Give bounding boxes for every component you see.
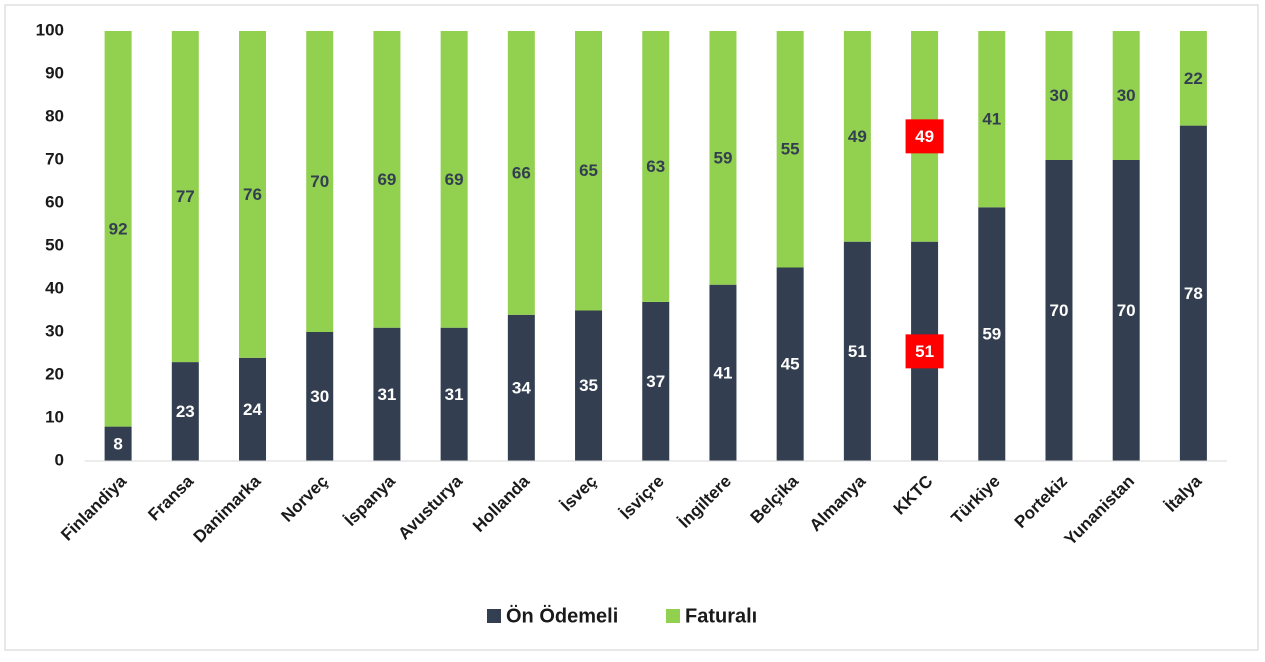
- data-label: 70: [1050, 301, 1069, 320]
- bar-segment: [978, 31, 1006, 208]
- bar-segment: [843, 241, 871, 461]
- bar-segment: [1045, 31, 1073, 160]
- y-tick-label: 20: [45, 364, 64, 383]
- data-label: 49: [848, 127, 867, 146]
- y-tick-label: 100: [36, 20, 64, 39]
- bar-segment: [306, 332, 334, 461]
- data-label: 24: [243, 400, 262, 419]
- data-label: 51: [848, 342, 867, 361]
- data-label: 31: [445, 385, 464, 404]
- data-label: 65: [579, 161, 598, 180]
- bar-segment: [642, 31, 670, 302]
- bar-segment: [373, 327, 401, 461]
- data-label: 41: [713, 363, 732, 382]
- label-highlight: [905, 334, 944, 369]
- y-tick-label: 70: [45, 149, 64, 168]
- bar-segment: [776, 31, 804, 268]
- data-label: 31: [377, 385, 396, 404]
- bar-segment: [440, 31, 468, 328]
- data-label: 49: [915, 127, 934, 146]
- y-tick-label: 90: [45, 63, 64, 82]
- legend-label: Faturalı: [685, 605, 757, 627]
- y-tick-label: 50: [45, 235, 64, 254]
- bar-segment: [306, 31, 334, 332]
- data-label: 45: [781, 355, 800, 374]
- bar-segment: [575, 31, 603, 311]
- bar-segment: [978, 207, 1006, 461]
- data-label: 8: [113, 434, 122, 453]
- data-label: 55: [781, 140, 800, 159]
- data-label: 51: [915, 342, 934, 361]
- data-label: 23: [176, 402, 195, 421]
- bar-segment: [709, 284, 737, 461]
- bar-segment: [1112, 31, 1140, 160]
- data-label: 78: [1184, 284, 1203, 303]
- label-highlight: [905, 119, 944, 154]
- bar-segment: [1112, 160, 1140, 461]
- data-label: 30: [1050, 86, 1069, 105]
- bar-segment: [709, 31, 737, 285]
- bar-segment: [239, 357, 267, 461]
- data-label: 92: [109, 219, 128, 238]
- legend-label: Ön Ödemeli: [506, 604, 618, 627]
- y-tick-label: 30: [45, 321, 64, 340]
- y-tick-label: 60: [45, 192, 64, 211]
- bar-segment: [843, 31, 871, 242]
- data-label: 35: [579, 376, 598, 395]
- data-label: 63: [646, 157, 665, 176]
- bar-segment: [239, 31, 267, 358]
- data-label: 70: [310, 172, 329, 191]
- data-label: 69: [377, 170, 396, 189]
- data-label: 37: [646, 372, 665, 391]
- bar-segment: [507, 31, 535, 315]
- y-tick-label: 40: [45, 278, 64, 297]
- bar-segment: [104, 426, 132, 461]
- bar-segment: [171, 31, 199, 363]
- data-label: 22: [1184, 69, 1203, 88]
- y-tick-label: 0: [55, 450, 64, 469]
- bar-segment: [373, 31, 401, 328]
- data-label: 69: [445, 170, 464, 189]
- data-label: 30: [1117, 86, 1136, 105]
- data-label: 41: [982, 110, 1001, 129]
- bar-segment: [575, 310, 603, 461]
- legend-swatch: [487, 609, 501, 623]
- bar-segment: [440, 327, 468, 461]
- data-label: 59: [982, 325, 1001, 344]
- bar-segment: [171, 362, 199, 461]
- bar-segment: [1045, 160, 1073, 461]
- bar-segment: [1179, 31, 1207, 126]
- bar-segment: [642, 301, 670, 461]
- data-label: 66: [512, 163, 531, 182]
- data-label: 76: [243, 185, 262, 204]
- data-label: 59: [713, 148, 732, 167]
- data-label: 70: [1117, 301, 1136, 320]
- bar-segment: [1179, 125, 1207, 461]
- data-label: 77: [176, 187, 195, 206]
- y-tick-label: 10: [45, 407, 64, 426]
- y-tick-label: 80: [45, 106, 64, 125]
- data-label: 34: [512, 378, 531, 397]
- legend-swatch: [666, 609, 680, 623]
- bar-segment: [776, 267, 804, 461]
- bar-segment: [507, 314, 535, 461]
- bar-segment: [104, 31, 132, 427]
- data-label: 30: [310, 387, 329, 406]
